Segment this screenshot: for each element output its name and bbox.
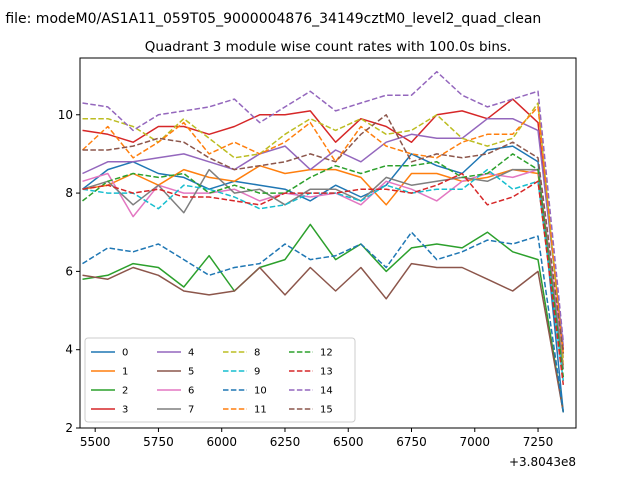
- legend-label-0: 0: [122, 348, 128, 359]
- series-line-12: [82, 153, 565, 378]
- series-line-11: [81, 106, 565, 354]
- legend-label-11: 11: [254, 405, 267, 416]
- series-line-3: [82, 98, 565, 350]
- legend-label-12: 12: [320, 348, 333, 359]
- y-tick-label: 6: [65, 264, 73, 278]
- y-tick-label: 4: [65, 343, 73, 357]
- plot-frame: [79, 57, 577, 429]
- x-tick-label: 6000: [206, 435, 237, 449]
- legend-label-15: 15: [320, 405, 333, 416]
- series-line-1: [82, 164, 565, 366]
- legend-label-5: 5: [188, 367, 194, 378]
- x-tick-label: 5500: [80, 435, 111, 449]
- plot-area: [81, 70, 565, 413]
- series-line-13: [82, 172, 565, 385]
- y-tick-label: 10: [58, 108, 73, 122]
- legend-label-2: 2: [122, 386, 128, 397]
- x-tick-label: 7000: [460, 435, 491, 449]
- legend-label-14: 14: [320, 386, 333, 397]
- x-axis: 5500 5750 6000 6250 6500 6750 7000 7250: [80, 428, 553, 449]
- chart-title: Quadrant 3 module wise count rates with …: [145, 39, 511, 55]
- legend-label-3: 3: [122, 405, 128, 416]
- series-line-4: [82, 117, 565, 346]
- legend-label-13: 13: [320, 367, 333, 378]
- x-tick-label: 6750: [396, 435, 427, 449]
- y-tick-label: 2: [65, 421, 73, 435]
- legend-label-1: 1: [122, 367, 128, 378]
- series-line-5: [82, 262, 565, 413]
- x-tick-label: 6250: [270, 435, 301, 449]
- legend-label-6: 6: [188, 386, 194, 397]
- figure-suptitle: n file: modeM0/AS1A11_059T05_9000004876_…: [0, 11, 541, 27]
- series-line-15: [82, 114, 565, 354]
- series-line-8: [82, 102, 565, 362]
- x-tick-label: 7250: [523, 435, 554, 449]
- legend-box: [84, 337, 356, 423]
- x-tick-label: 5750: [143, 435, 174, 449]
- x-tick-label: 6500: [333, 435, 364, 449]
- legend-label-4: 4: [188, 348, 194, 359]
- x-offset-label: +3.8043e8: [509, 455, 576, 469]
- series-line-14: [82, 70, 565, 342]
- legend-label-10: 10: [254, 386, 267, 397]
- y-axis: 2 4 6 8 10: [58, 108, 80, 435]
- series-line-6: [82, 168, 565, 358]
- legend-label-7: 7: [188, 405, 194, 416]
- legend-label-8: 8: [254, 348, 260, 359]
- series-line-2: [82, 223, 565, 413]
- y-tick-label: 8: [65, 186, 73, 200]
- legend-label-9: 9: [254, 367, 260, 378]
